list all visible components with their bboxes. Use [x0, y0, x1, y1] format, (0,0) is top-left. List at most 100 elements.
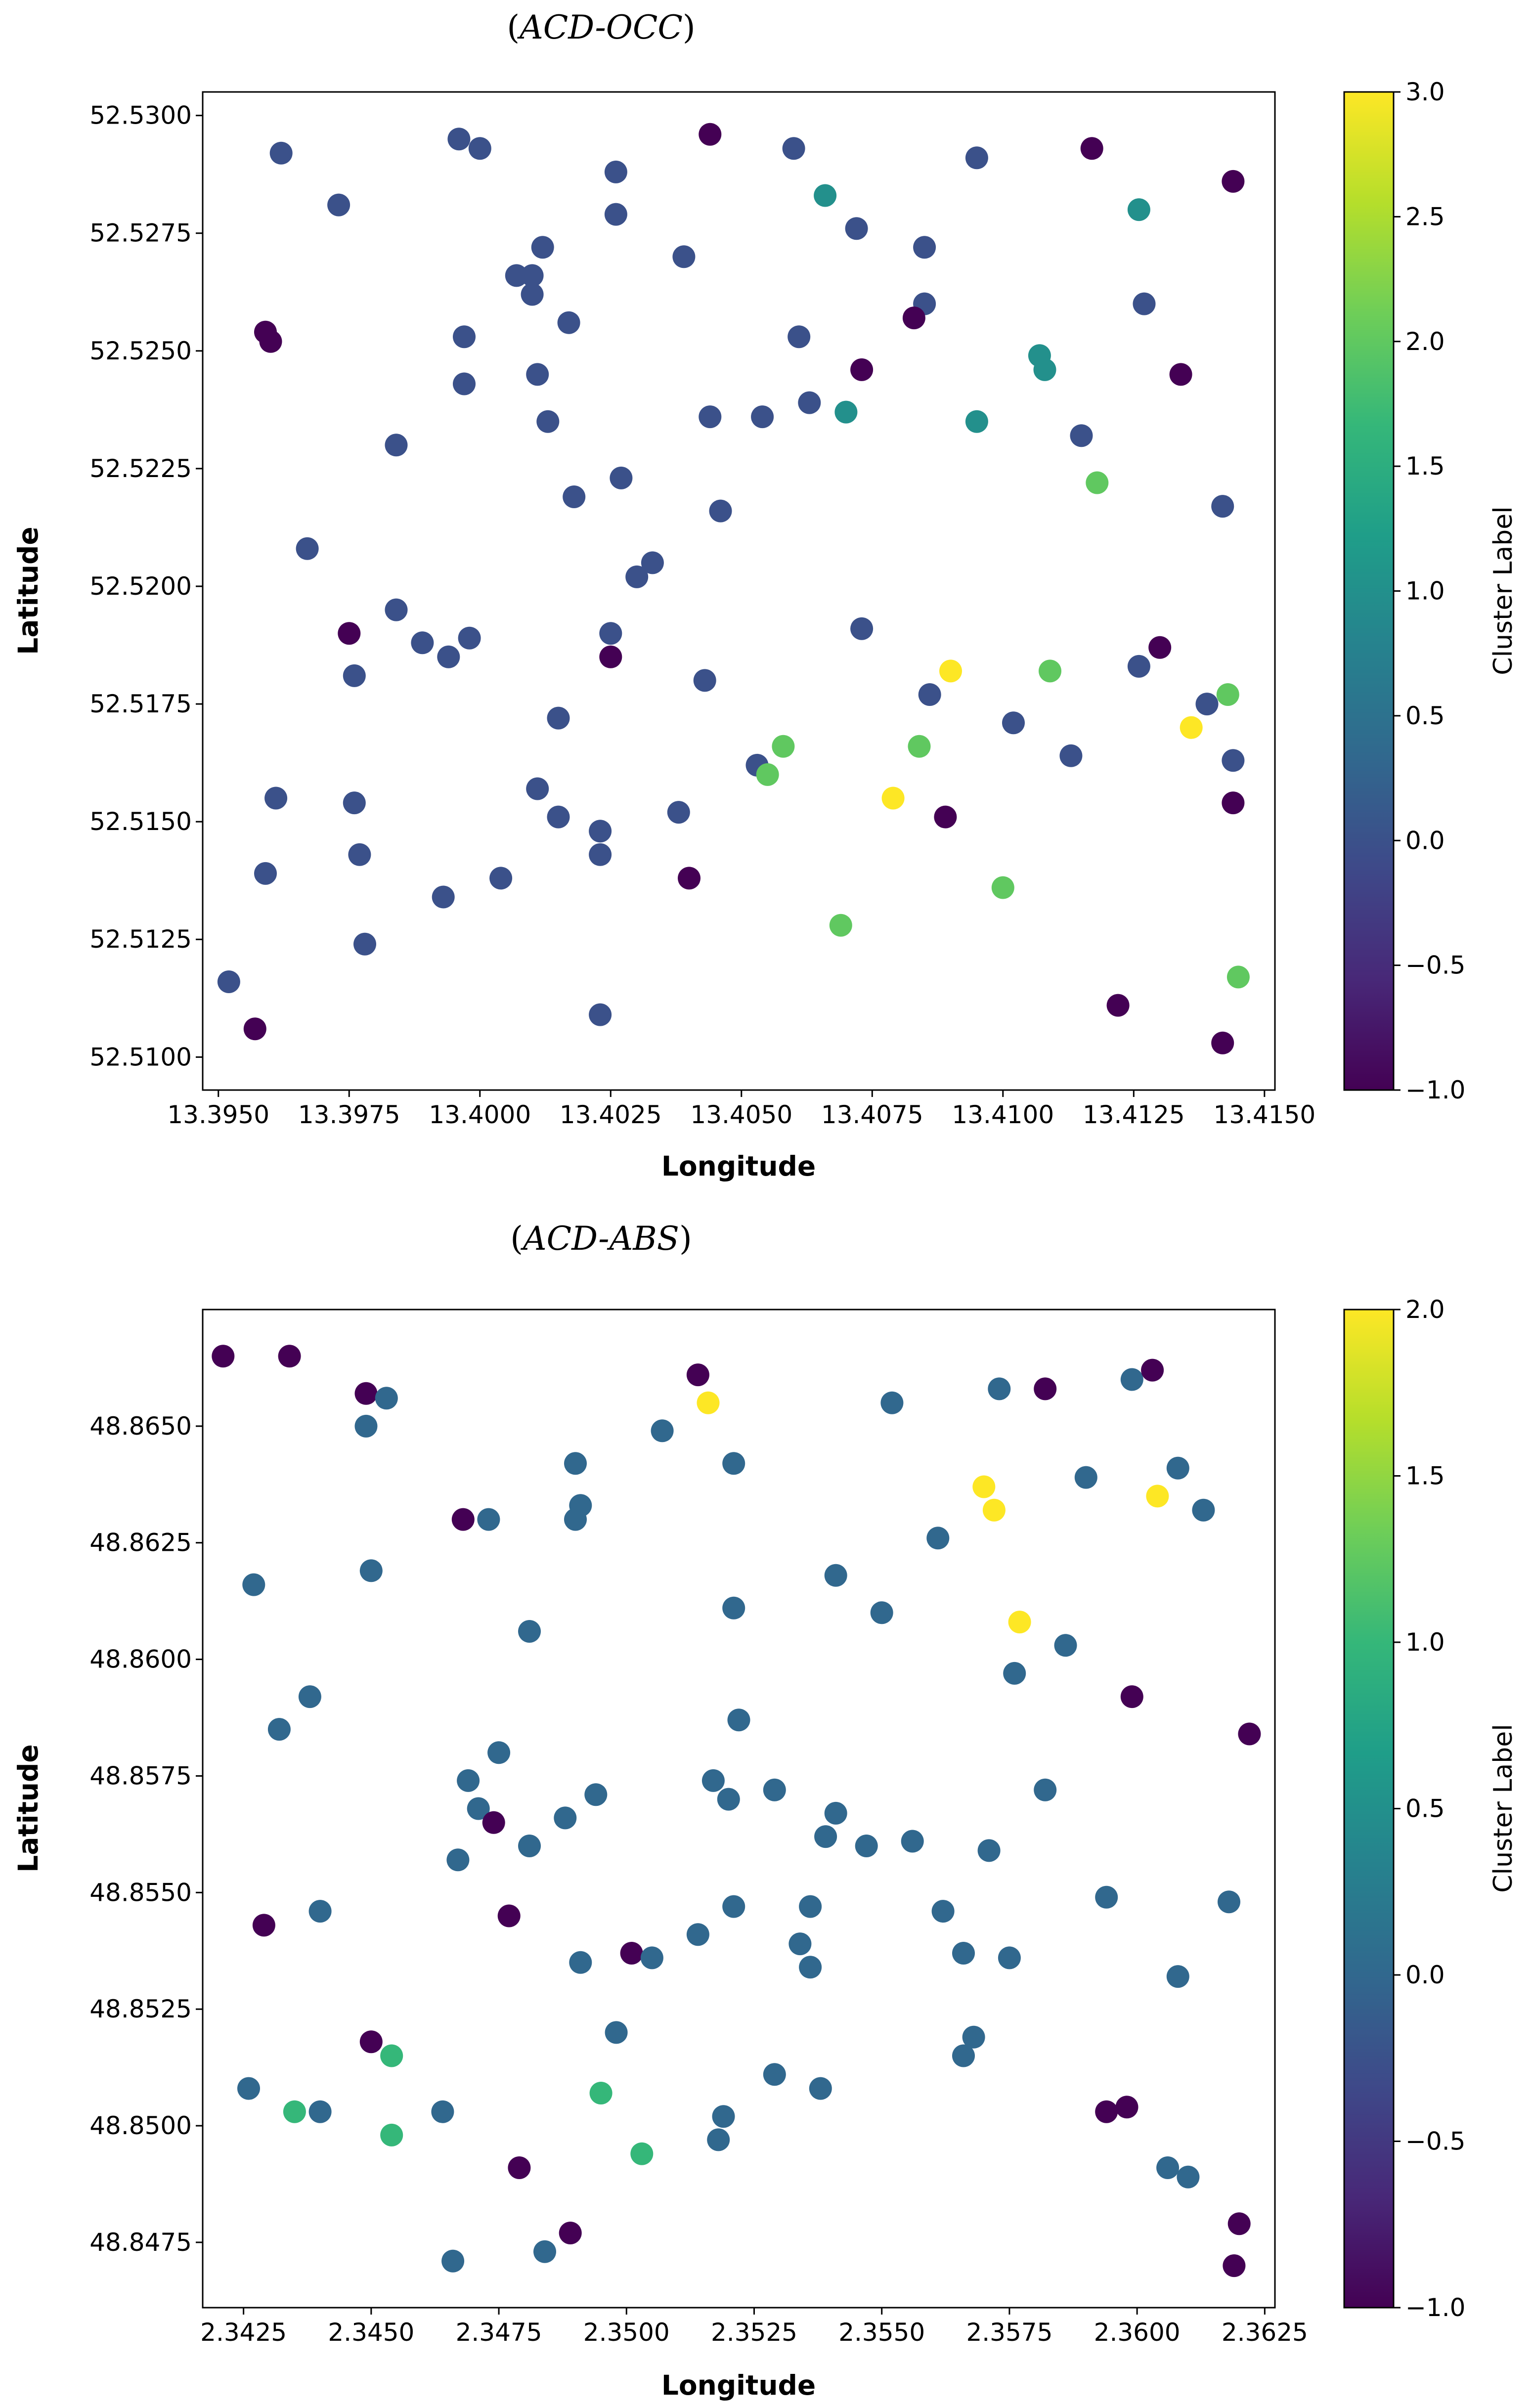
scatter-point: [1238, 1722, 1261, 1746]
scatter-point: [1127, 655, 1150, 678]
scatter-point: [1086, 471, 1109, 494]
y-tick-label: 48.8475: [89, 2228, 192, 2257]
scatter-point: [709, 499, 732, 523]
x-tick-label: 13.3975: [298, 1100, 400, 1129]
scatter-point: [354, 1414, 378, 1438]
y-tick-label: 48.8550: [89, 1878, 192, 1907]
scatter-point: [672, 245, 696, 268]
scatter-point: [254, 862, 277, 885]
scatter-point: [518, 1835, 541, 1857]
y-tick-label: 48.8500: [89, 2111, 192, 2140]
colorbar-ticks: −1.0 −0.5 0.0 0.5 1.0 1.5 2.0 2.5 3.0: [1394, 78, 1465, 1104]
scatter-point: [939, 659, 962, 683]
scatter-point: [385, 434, 408, 457]
scatter-point: [446, 1848, 470, 1872]
scatter-point: [751, 405, 774, 429]
scatter-point: [620, 1942, 643, 1965]
scatter-point: [264, 787, 288, 810]
scatter-point: [814, 184, 837, 207]
x-tick-label: 13.4125: [1083, 1100, 1185, 1129]
colorbar-tick-label: 1.5: [1405, 452, 1445, 481]
colorbar-tick-label: −0.5: [1405, 951, 1465, 980]
scatter-point: [298, 1685, 321, 1708]
scatter-point: [722, 1895, 745, 1918]
scatter-point: [432, 885, 455, 909]
scatter-point: [824, 1801, 847, 1825]
scatter-point: [487, 1741, 511, 1764]
scatter-point: [1146, 1485, 1169, 1508]
x-axis-label: Longitude: [661, 2369, 816, 2401]
scatter-point: [881, 787, 905, 810]
scatter-point: [589, 1003, 612, 1026]
scatter-point: [564, 1452, 587, 1475]
scatter-point: [926, 1527, 950, 1550]
data-points-acd-abs: [212, 1345, 1261, 2277]
scatter-point: [918, 683, 941, 706]
scatter-point: [845, 217, 868, 240]
colorbar-label: Cluster Label: [1488, 1724, 1518, 1892]
scatter-point: [880, 1391, 904, 1414]
scatter-point: [212, 1345, 235, 1368]
scatter-point: [242, 1573, 265, 1596]
title-italic-name: ACD-OCC: [517, 8, 683, 46]
scatter-point: [278, 1345, 301, 1368]
scatter-point: [477, 1508, 500, 1531]
scatter-point: [497, 1904, 521, 1927]
colorbar-tick-label: −0.5: [1405, 2127, 1465, 2156]
colorbar-tick-label: 1.0: [1405, 1628, 1445, 1657]
scatter-point: [1115, 2096, 1138, 2119]
scatter-point: [1002, 711, 1025, 735]
y-tick-label: 52.5275: [89, 219, 192, 248]
scatter-point: [1180, 716, 1203, 739]
y-axis-label: Latitude: [12, 1744, 44, 1872]
x-tick-label: 13.4100: [952, 1100, 1054, 1129]
scatter-point: [763, 2063, 786, 2086]
scatter-point: [902, 306, 925, 330]
scatter-point: [913, 236, 936, 259]
scatter-point: [1106, 994, 1130, 1017]
title-italic-name: ACD-ABS: [520, 1220, 679, 1258]
panel-acd-abs: (ACD-ABS) 2.3425 2.3450 2.3475 2.3500 2.3525…: [12, 1220, 1518, 2401]
scatter-point: [505, 264, 528, 287]
scatter-point: [327, 193, 350, 217]
y-axis-ticks: 52.5100 52.5125 52.5150 52.5175 52.5200 52.52…: [89, 101, 203, 1071]
scatter-point: [640, 1946, 663, 1970]
scatter-point: [798, 391, 821, 414]
scatter-point: [686, 1923, 709, 1946]
scatter-point: [359, 1559, 383, 1582]
scatter-point: [564, 1508, 587, 1531]
x-tick-label: 2.3600: [1094, 2318, 1181, 2347]
scatter-point: [952, 1942, 975, 1965]
x-tick-label: 2.3500: [583, 2318, 670, 2347]
scatter-point: [850, 617, 874, 640]
scatter-point: [834, 400, 858, 424]
scatter-point: [453, 325, 476, 349]
scatter-point: [457, 1769, 480, 1792]
y-tick-label: 52.5100: [89, 1043, 192, 1071]
scatter-point: [1095, 2100, 1118, 2123]
scatter-point: [569, 1951, 592, 1974]
scatter-point: [1216, 683, 1239, 706]
scatter-point: [1127, 198, 1150, 221]
scatter-point: [343, 664, 366, 687]
y-tick-label: 48.8625: [89, 1529, 192, 1557]
plot-frame: [202, 1309, 1276, 2309]
scatter-point: [536, 410, 560, 433]
colorbar: [1344, 92, 1394, 1090]
scatter-point: [1003, 1662, 1026, 1685]
scatter-point: [589, 843, 612, 866]
title-close-paren: ): [683, 8, 696, 46]
scatter-point: [722, 1596, 745, 1620]
y-tick-label: 48.8525: [89, 1995, 192, 2023]
colorbar-tick-label: 2.0: [1405, 1295, 1445, 1324]
scatter-point: [934, 805, 957, 829]
scatter-point: [977, 1839, 1001, 1862]
x-axis-label: Longitude: [661, 1150, 816, 1182]
scatter-point: [1054, 1634, 1077, 1657]
scatter-point: [1177, 2165, 1200, 2189]
scatter-point: [1156, 2156, 1180, 2179]
scatter-point: [521, 283, 544, 306]
scatter-point: [547, 805, 570, 829]
colorbar-tick-label: 0.5: [1405, 701, 1445, 730]
